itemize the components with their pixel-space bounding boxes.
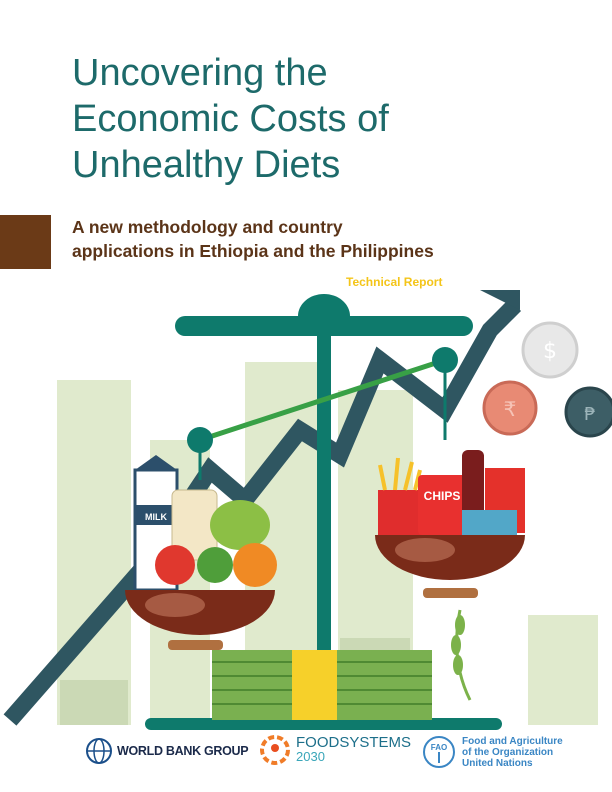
milk-label: MILK [145,512,167,522]
title-line: Economic Costs of [72,98,389,140]
world-bank-name: WORLD BANK GROUP [117,744,249,758]
title-line: Uncovering the [72,52,328,94]
fao-line: United Nations [462,757,533,769]
money-stack [212,650,432,720]
svg-text:₹: ₹ [504,397,517,421]
foodsystems-name: FOODSYSTEMS [296,734,412,751]
cover-illustration: $ ₹ ₱ MILK CHIPS [3,290,612,730]
fao-line: Food and Agriculture [462,735,563,747]
report-title: Uncovering the Economic Costs of Unhealt… [72,50,389,188]
report-type: Technical Report [346,275,443,289]
fao-seal-text: FAO [431,743,447,752]
coins: $ ₹ ₱ [482,321,612,438]
globe-icon [86,738,112,764]
unhealthy-food: CHIPS [375,450,525,598]
fao-line: of the Organization [462,746,554,758]
fao-logo: FAO Food and Agriculture of the Organiza… [422,735,563,769]
foodsystems-year: 2030 [296,749,325,764]
chips-label: CHIPS [424,489,461,503]
svg-text:₱: ₱ [584,404,595,425]
subtitle-line: applications in Ethiopia and the Philipp… [72,241,434,261]
foodsystems-logo: FOODSYSTEMS 2030 [260,735,411,765]
svg-text:$: $ [543,339,557,364]
fao-seal-icon: FAO [423,736,455,768]
subtitle-line: A new methodology and country [72,217,343,237]
arrow-head-icon [480,290,520,310]
wheat-icon [451,609,472,701]
report-subtitle: A new methodology and country applicatio… [72,215,434,263]
decorative-block [0,215,51,269]
balance-scale [145,294,502,730]
partner-logos: WORLD BANK GROUP FOODSYSTEMS 2030 FAO Foo… [0,735,612,775]
healthy-food: MILK [125,455,277,650]
title-line: Unhealthy Diets [72,144,341,186]
foodsystems-icon [260,735,290,765]
world-bank-logo: WORLD BANK GROUP [85,737,249,765]
